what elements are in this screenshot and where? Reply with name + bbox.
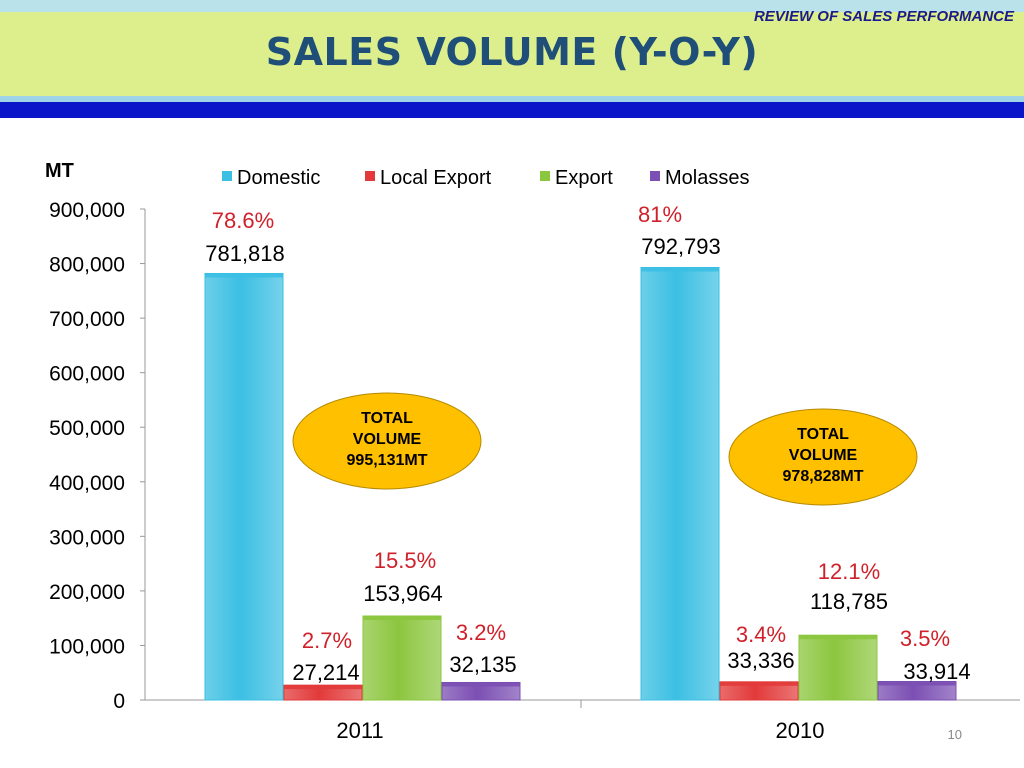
total-volume-text-0-1: VOLUME [353,431,422,448]
category-label-2010: 2010 [776,718,825,743]
header-top-line [0,0,1024,12]
total-volume-text-1-1: VOLUME [789,447,858,464]
percent-label-2010-2: 12.1% [818,559,880,584]
y-tick-label: 100,000 [49,635,125,658]
y-tick-label: 500,000 [49,417,125,440]
bar-top-2010-3 [878,681,956,686]
value-label-2011-1: 27,214 [292,660,359,685]
total-volume-text-1-2: 978,828MT [783,468,864,485]
bar-top-2010-1 [720,681,798,686]
value-label-2010-1: 33,336 [727,648,794,673]
percent-label-2010-3: 3.5% [900,626,950,651]
y-tick-label: 900,000 [49,199,125,222]
total-volume-text-1-0: TOTAL [797,426,849,443]
category-label-2011: 2011 [336,718,383,743]
percent-label-2010-1: 3.4% [736,622,786,647]
legend-swatch-1 [365,171,375,181]
value-label-2011-0: 781,818 [205,241,285,266]
value-label-2010-0: 792,793 [641,234,721,259]
y-axis-label: MT [45,160,74,182]
header-divider-dark [0,102,1024,118]
header-divider-light [0,96,1024,102]
y-tick-label: 400,000 [49,472,125,495]
percent-label-2011-1: 2.7% [302,628,352,653]
bar-2010-2 [798,634,878,701]
legend-swatch-3 [650,171,660,181]
page-number: 10 [947,727,962,742]
y-tick-label: 200,000 [49,581,125,604]
total-volume-text-0-0: TOTAL [361,410,413,427]
percent-label-2011-3: 3.2% [456,620,506,645]
total-volume-ellipse-1 [728,408,918,506]
bar-2011-0 [204,272,284,701]
bar-top-2011-0 [205,273,283,278]
y-tick-label: 600,000 [49,363,125,386]
slide-title: SALES VOLUME (Y-O-Y) [265,30,759,74]
value-label-2010-3: 33,914 [903,659,970,684]
bar-top-2010-2 [799,635,877,640]
legend-swatch-2 [540,171,550,181]
percent-label-2011-2: 15.5% [374,548,436,573]
value-label-2010-2: 118,785 [810,589,888,614]
legend-label-3: Molasses [665,167,749,189]
legend-label-0: Domestic [237,167,320,189]
value-label-2011-2: 153,964 [363,581,443,606]
slide-subtitle: REVIEW OF SALES PERFORMANCE [753,8,1014,25]
value-label-2011-3: 32,135 [449,652,516,677]
header-bar: REVIEW OF SALES PERFORMANCE SALES VOLUME… [0,0,1024,96]
y-tick-label: 300,000 [49,526,125,549]
total-volume-text-0-2: 995,131MT [347,452,428,469]
bar-2011-2 [362,615,442,701]
legend-label-1: Local Export [380,167,492,189]
bar-top-2011-1 [284,685,362,690]
y-tick-label: 700,000 [49,308,125,331]
bar-top-2010-0 [641,267,719,272]
y-tick-label: 0 [113,690,125,713]
y-tick-label: 800,000 [49,254,125,277]
legend-label-2: Export [555,167,613,189]
legend-swatch-0 [222,171,232,181]
bar-top-2011-2 [363,616,441,621]
bar-2010-0 [640,266,720,701]
percent-label-2011-0: 78.6% [212,208,274,233]
percent-label-2010-0: 81% [638,202,682,227]
total-volume-ellipse-0 [292,392,482,490]
bar-top-2011-3 [442,682,520,687]
